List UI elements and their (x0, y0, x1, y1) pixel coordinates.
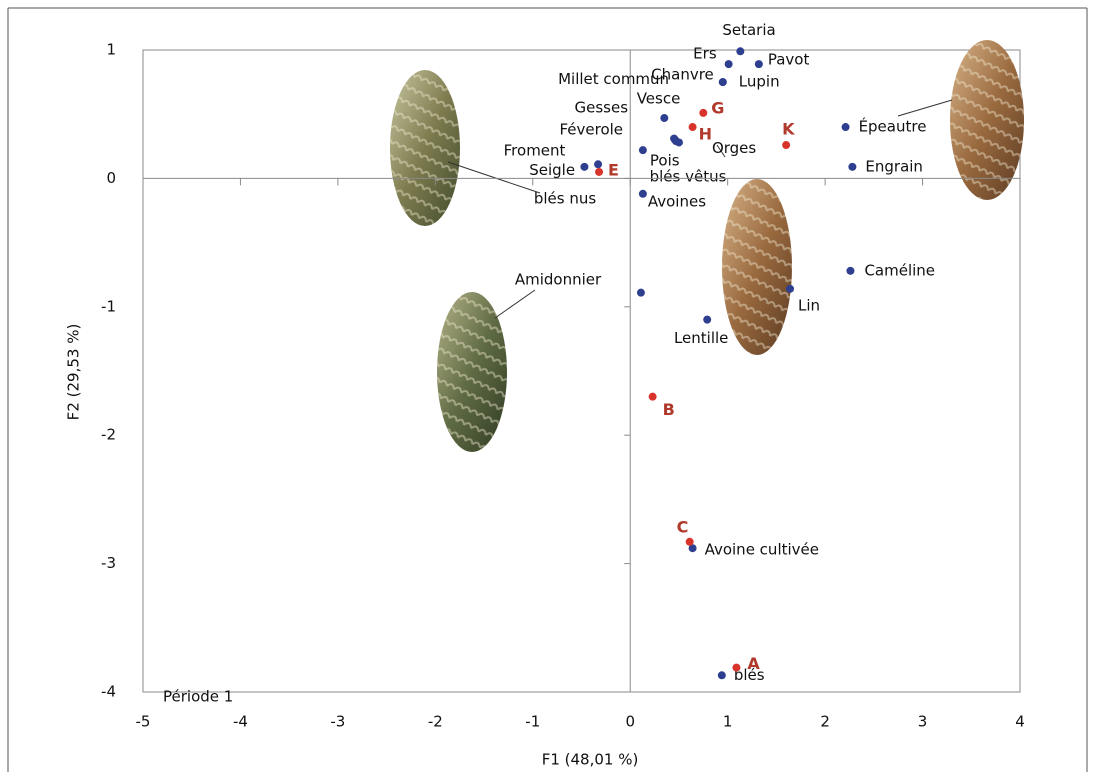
wheat-image-texture (437, 292, 507, 452)
point-label: Épeautre (859, 117, 927, 136)
annotation: blés nus (534, 190, 597, 208)
point (594, 160, 603, 169)
point (841, 123, 850, 132)
x-tick-label: -4 (233, 713, 248, 731)
point (754, 60, 763, 69)
point (580, 162, 589, 171)
x-tick-label: -2 (428, 713, 443, 731)
y-tick-label: -3 (101, 554, 116, 572)
leader-line (447, 161, 541, 194)
point (848, 162, 857, 171)
y-tick-label: -2 (101, 426, 116, 444)
annotation: blés vêtus (650, 168, 727, 186)
point-label: Avoines (648, 192, 706, 210)
point-label: G (711, 98, 724, 117)
point-label: Froment (504, 141, 566, 159)
point (782, 141, 791, 150)
point-label: Millet commun (558, 70, 669, 88)
point-label: K (782, 120, 795, 139)
point-label: Lin (798, 296, 820, 314)
point-label: Orges (712, 139, 756, 157)
point-label: Pavot (768, 51, 810, 69)
point (732, 663, 741, 672)
point (688, 123, 697, 132)
wheat-image-texture (722, 179, 792, 355)
point-label: H (699, 125, 712, 144)
y-tick-label: -1 (101, 297, 116, 315)
point-label: Gesses (574, 99, 628, 117)
wheat-image-texture (390, 70, 460, 226)
y-tick-label: -4 (101, 683, 116, 701)
point (674, 138, 683, 147)
point-label: Caméline (864, 261, 935, 279)
x-tick-label: 0 (625, 713, 635, 731)
point (736, 47, 745, 56)
annotation: Amidonnier (515, 271, 602, 289)
leader-line (897, 99, 953, 117)
x-tick-label: 3 (918, 713, 928, 731)
point (786, 284, 795, 293)
leader-lines (447, 99, 953, 319)
point (636, 288, 645, 297)
point-label: Seigle (529, 161, 575, 179)
x-tick-label: 4 (1015, 713, 1025, 731)
y-tick-label: 0 (106, 169, 116, 187)
point (846, 266, 855, 275)
point-label: C (677, 517, 689, 536)
point (648, 392, 657, 401)
point-label: A (747, 654, 760, 673)
point-label: Chanvre (651, 66, 714, 84)
leader-line (716, 144, 726, 158)
point-label: Vesce (637, 90, 681, 108)
wheat-image-texture (950, 40, 1024, 200)
point-label: blés (734, 666, 765, 684)
point (638, 189, 647, 198)
point-label: Engrain (865, 157, 923, 175)
x-axis-title: F1 (48,01 %) (542, 751, 639, 769)
point-label: Pois (650, 152, 680, 170)
point-label: E (608, 160, 619, 179)
point (703, 315, 712, 324)
y-axis-title: F2 (29,53 %) (65, 324, 83, 421)
point (717, 671, 726, 680)
y-tick-label: 1 (106, 41, 116, 59)
point (595, 167, 604, 176)
point-label: Ers (693, 45, 717, 63)
x-tick-label: -5 (136, 713, 151, 731)
period-label: Période 1 (163, 688, 233, 706)
point-label: Setaria (722, 21, 775, 39)
point-label: Lentille (674, 329, 728, 347)
wheat-images (390, 40, 1024, 452)
point (699, 108, 708, 117)
point (660, 114, 669, 123)
x-tick-label: -3 (330, 713, 345, 731)
point (718, 78, 727, 87)
x-tick-label: 2 (820, 713, 830, 731)
point (688, 544, 697, 553)
leader-line (494, 289, 536, 319)
point-label: Avoine cultivée (705, 541, 819, 559)
point (685, 537, 694, 546)
point-label: B (663, 400, 675, 419)
x-tick-label: 1 (723, 713, 733, 731)
point (638, 146, 647, 155)
point-label: Lupin (739, 73, 780, 91)
x-tick-label: -1 (525, 713, 540, 731)
point (724, 60, 733, 69)
point-label: Féverole (559, 120, 623, 138)
plot-frame (142, 49, 1021, 693)
